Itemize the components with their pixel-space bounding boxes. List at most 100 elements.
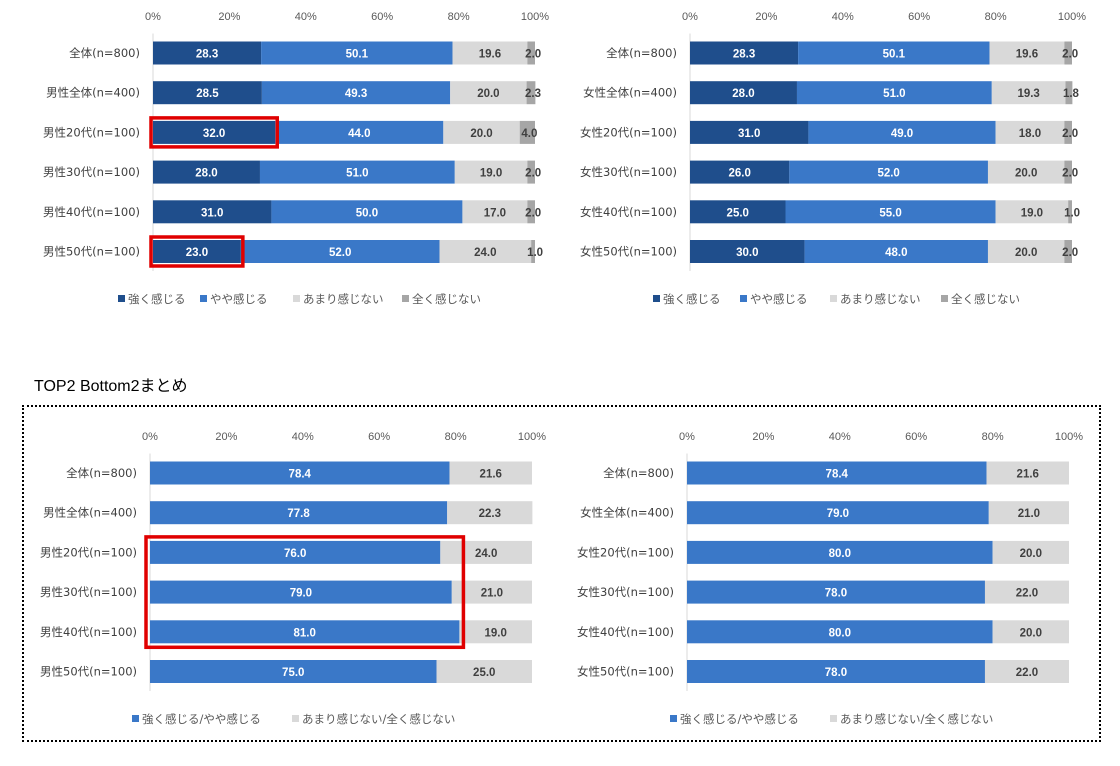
bar-segment	[436, 660, 532, 683]
data-label: 2.0	[1062, 168, 1078, 180]
legend-swatch	[402, 295, 409, 302]
bar-segment	[995, 120, 1065, 144]
legend-label: あまり感じない	[303, 292, 384, 306]
bar-segment	[261, 41, 453, 65]
x-tick-label: 40%	[829, 431, 851, 443]
data-label: 20.0	[1020, 548, 1042, 560]
bar-segment	[443, 120, 520, 144]
section-title: TOP2 Bottom2まとめ	[34, 378, 188, 395]
category-label: 男性30代(n=100)	[43, 165, 140, 179]
bar-segment	[153, 120, 276, 144]
category-label: 男性全体(n=400)	[46, 86, 140, 100]
x-tick-label: 0%	[145, 11, 161, 23]
x-tick-label: 40%	[832, 11, 854, 23]
bar-segment	[798, 41, 990, 65]
bar-segment	[789, 160, 988, 184]
category-label: 男性40代(n=100)	[40, 625, 137, 639]
bar-segment	[459, 620, 532, 644]
data-label: 20.0	[1015, 247, 1037, 259]
highlight-box	[149, 235, 245, 268]
bar-segment	[449, 461, 532, 485]
data-label: 2.0	[1062, 49, 1078, 61]
bar-segment	[690, 240, 805, 263]
legend-label: 強く感じる/やや感じる	[680, 712, 799, 726]
bar-segment	[687, 580, 985, 604]
legend-label: 全く感じない	[412, 292, 481, 306]
data-label: 44.0	[348, 128, 370, 140]
bar-segment	[988, 501, 1069, 525]
category-label: 男性50代(n=100)	[43, 245, 140, 259]
data-label: 22.0	[1016, 667, 1038, 679]
category-label: 全体(n=800)	[69, 46, 140, 60]
bar-segment	[1064, 41, 1072, 65]
bar-segment	[984, 580, 1069, 604]
bar-segment	[150, 580, 452, 604]
data-label: 22.0	[1016, 588, 1038, 600]
legend-label: やや感じる	[210, 292, 268, 306]
category-label: 女性40代(n=100)	[580, 205, 677, 219]
bar-segment	[150, 620, 460, 644]
data-label: 26.0	[728, 168, 750, 180]
bar-segment	[240, 240, 440, 263]
legend-swatch	[941, 295, 948, 302]
x-tick-label: 0%	[679, 431, 695, 443]
bar-segment	[690, 120, 809, 144]
data-label: 48.0	[885, 247, 907, 259]
x-tick-label: 40%	[292, 431, 314, 443]
data-label: 79.0	[290, 588, 312, 600]
bar-segment	[687, 620, 993, 644]
bar-segment	[451, 580, 532, 604]
x-tick-label: 40%	[295, 11, 317, 23]
data-label: 79.0	[827, 508, 849, 520]
bar-segment	[150, 540, 441, 564]
bar-segment	[989, 41, 1065, 65]
data-label: 25.0	[473, 667, 495, 679]
data-label: 49.3	[345, 88, 367, 100]
bar-segment	[687, 540, 993, 564]
bar-segment	[153, 240, 241, 263]
data-label: 76.0	[284, 548, 306, 560]
data-label: 19.0	[485, 627, 507, 639]
bar-segment	[150, 501, 448, 525]
data-label: 17.0	[484, 207, 506, 219]
category-label: 女性20代(n=100)	[580, 125, 677, 139]
data-label: 51.0	[346, 168, 368, 180]
data-label: 19.0	[480, 168, 502, 180]
data-label: 2.0	[1062, 128, 1078, 140]
x-tick-label: 20%	[755, 11, 777, 23]
bar-segment	[454, 160, 528, 184]
category-label: 女性20代(n=100)	[577, 545, 674, 559]
bar-segment	[785, 200, 996, 224]
data-label: 28.0	[195, 168, 217, 180]
data-label: 21.6	[480, 469, 502, 481]
data-label: 18.0	[1019, 128, 1041, 140]
data-label: 25.0	[727, 207, 749, 219]
bar-segment	[519, 120, 535, 144]
x-tick-label: 20%	[215, 431, 237, 443]
data-label: 21.6	[1017, 469, 1039, 481]
legend-swatch	[670, 715, 677, 722]
x-tick-label: 0%	[142, 431, 158, 443]
data-label: 1.0	[1064, 207, 1080, 219]
bar-segment	[1064, 240, 1072, 263]
bar-segment	[153, 81, 262, 105]
highlight-box	[144, 535, 466, 650]
data-label: 28.3	[196, 49, 218, 61]
bar-segment	[1065, 81, 1073, 105]
data-label: 52.0	[877, 168, 899, 180]
data-label: 19.6	[1016, 49, 1038, 61]
summary-dotted-frame	[22, 405, 1101, 742]
data-label: 77.8	[287, 508, 310, 520]
bar-segment	[690, 160, 790, 184]
legend-label: あまり感じない/全く感じない	[840, 712, 993, 726]
data-label: 2.3	[525, 88, 541, 100]
x-tick-label: 80%	[985, 11, 1007, 23]
bar-segment	[687, 461, 987, 485]
data-label: 50.1	[346, 49, 369, 61]
data-label: 75.0	[282, 667, 304, 679]
data-label: 19.0	[1021, 207, 1043, 219]
data-label: 80.0	[829, 548, 851, 560]
bar-segment	[527, 160, 535, 184]
data-label: 20.0	[1020, 627, 1042, 639]
legend-label: あまり感じない	[840, 292, 921, 306]
